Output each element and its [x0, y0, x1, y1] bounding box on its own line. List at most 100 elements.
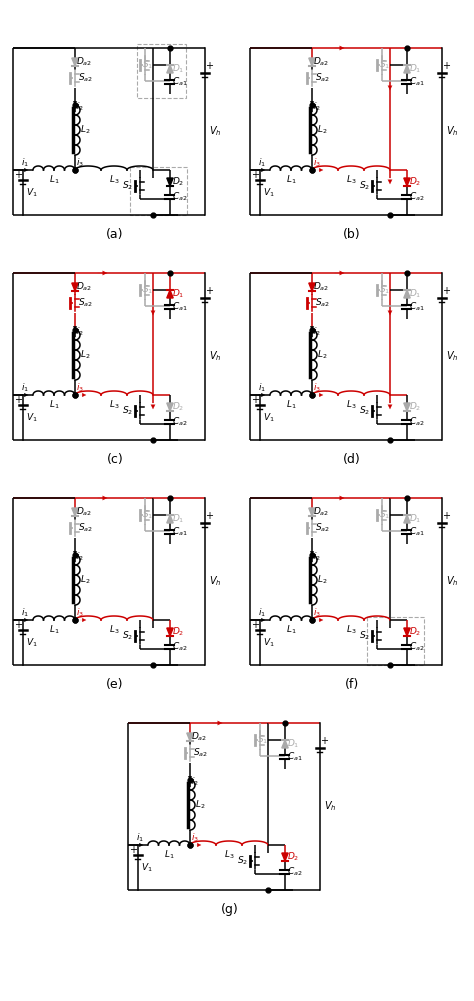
- Text: $D_1$: $D_1$: [409, 63, 421, 75]
- Text: +: +: [251, 170, 259, 180]
- Text: $L_2$: $L_2$: [317, 348, 327, 361]
- Text: $L_2$: $L_2$: [80, 574, 90, 587]
- Text: $S_{a2}$: $S_{a2}$: [315, 296, 329, 309]
- Text: $V_1$: $V_1$: [26, 411, 38, 423]
- Text: $C_{a1}$: $C_{a1}$: [409, 76, 425, 88]
- Text: $C_{a1}$: $C_{a1}$: [172, 526, 188, 539]
- Text: $L_1$: $L_1$: [49, 174, 59, 186]
- Text: $V_h$: $V_h$: [209, 575, 221, 588]
- Text: $i_3$: $i_3$: [313, 607, 321, 620]
- Text: (f): (f): [345, 678, 359, 691]
- Text: $D_{a2}$: $D_{a2}$: [76, 280, 92, 293]
- Text: $L_2$: $L_2$: [80, 348, 90, 361]
- Text: $L_3$: $L_3$: [109, 624, 119, 637]
- Text: +: +: [251, 395, 259, 405]
- Text: $L_2$: $L_2$: [317, 574, 327, 587]
- Polygon shape: [72, 58, 78, 66]
- Text: $S_{a2}$: $S_{a2}$: [315, 522, 329, 535]
- Text: $i_3$: $i_3$: [76, 157, 84, 169]
- Text: $C_{a2}$: $C_{a2}$: [409, 415, 425, 428]
- Text: $V_h$: $V_h$: [324, 799, 336, 813]
- Text: $S_1$: $S_1$: [379, 509, 391, 522]
- Text: +: +: [442, 286, 450, 296]
- Text: $S_2$: $S_2$: [122, 180, 133, 192]
- Text: $S_1$: $S_1$: [142, 509, 154, 522]
- Text: $D_2$: $D_2$: [172, 626, 184, 639]
- Text: $i_2$: $i_2$: [313, 325, 321, 338]
- Text: $L_3$: $L_3$: [346, 624, 356, 637]
- Text: $L_2$: $L_2$: [80, 124, 90, 136]
- Text: (c): (c): [107, 453, 123, 466]
- Text: $L_1$: $L_1$: [49, 398, 59, 411]
- Text: $i_1$: $i_1$: [258, 607, 266, 620]
- Polygon shape: [167, 290, 173, 298]
- Text: $L_3$: $L_3$: [346, 174, 356, 186]
- Text: $i_1$: $i_1$: [21, 157, 29, 169]
- Text: $S_2$: $S_2$: [359, 630, 370, 643]
- Text: $L_3$: $L_3$: [224, 849, 234, 861]
- Text: $L_2$: $L_2$: [317, 124, 327, 136]
- Text: +: +: [129, 845, 137, 855]
- Text: $D_2$: $D_2$: [409, 176, 421, 188]
- Text: $S_{a2}$: $S_{a2}$: [192, 747, 208, 759]
- Text: $V_h$: $V_h$: [446, 349, 458, 363]
- Text: $i_1$: $i_1$: [136, 832, 144, 844]
- Text: (a): (a): [106, 228, 124, 241]
- Text: $i_3$: $i_3$: [76, 381, 84, 394]
- Text: $D_1$: $D_1$: [287, 738, 299, 751]
- Text: $V_h$: $V_h$: [446, 575, 458, 588]
- Text: $L_1$: $L_1$: [49, 624, 59, 637]
- Text: +: +: [205, 61, 213, 71]
- Text: +: +: [442, 511, 450, 521]
- Text: $S_1$: $S_1$: [379, 59, 391, 71]
- Text: +: +: [251, 620, 259, 630]
- Text: $L_1$: $L_1$: [164, 849, 174, 861]
- Polygon shape: [309, 508, 315, 516]
- Text: $i_1$: $i_1$: [21, 381, 29, 394]
- Text: $C_{a2}$: $C_{a2}$: [409, 641, 425, 654]
- Polygon shape: [309, 283, 315, 291]
- Text: +: +: [320, 736, 328, 746]
- Text: $i_3$: $i_3$: [76, 607, 84, 620]
- Polygon shape: [404, 178, 410, 186]
- Text: $C_{a2}$: $C_{a2}$: [172, 191, 188, 203]
- Text: +: +: [14, 170, 22, 180]
- Polygon shape: [167, 515, 173, 523]
- Text: $S_{a2}$: $S_{a2}$: [78, 296, 92, 309]
- Polygon shape: [404, 628, 410, 636]
- Text: $S_2$: $S_2$: [122, 404, 133, 417]
- Polygon shape: [282, 740, 288, 748]
- Text: $C_{a1}$: $C_{a1}$: [172, 300, 188, 313]
- Text: $i_3$: $i_3$: [191, 832, 199, 844]
- Text: $L_1$: $L_1$: [286, 174, 296, 186]
- Text: $i_2$: $i_2$: [313, 551, 321, 564]
- Text: $D_{a2}$: $D_{a2}$: [76, 56, 92, 68]
- Text: $V_1$: $V_1$: [26, 186, 38, 199]
- Text: $V_h$: $V_h$: [446, 124, 458, 138]
- Text: $S_1$: $S_1$: [142, 283, 154, 296]
- Text: $L_1$: $L_1$: [286, 624, 296, 637]
- Text: (g): (g): [221, 903, 239, 916]
- Text: $S_2$: $S_2$: [122, 630, 133, 643]
- Text: $C_{a1}$: $C_{a1}$: [409, 526, 425, 539]
- Text: $i_2$: $i_2$: [76, 551, 84, 564]
- Text: $C_{a2}$: $C_{a2}$: [287, 866, 303, 878]
- Text: $D_{a2}$: $D_{a2}$: [191, 731, 207, 744]
- Text: $D_2$: $D_2$: [287, 851, 299, 863]
- Text: $i_3$: $i_3$: [313, 381, 321, 394]
- Polygon shape: [404, 515, 410, 523]
- Text: (e): (e): [106, 678, 124, 691]
- Text: $C_{a1}$: $C_{a1}$: [287, 751, 303, 763]
- Text: $V_1$: $V_1$: [263, 411, 275, 423]
- Text: $i_2$: $i_2$: [191, 776, 199, 788]
- Text: $S_1$: $S_1$: [379, 283, 391, 296]
- Text: $D_2$: $D_2$: [409, 400, 421, 413]
- Text: $S_1$: $S_1$: [142, 59, 154, 71]
- Text: $S_1$: $S_1$: [257, 734, 269, 747]
- Polygon shape: [309, 58, 315, 66]
- Polygon shape: [167, 65, 173, 73]
- Polygon shape: [167, 178, 173, 186]
- Text: $i_2$: $i_2$: [313, 101, 321, 113]
- Polygon shape: [404, 290, 410, 298]
- Text: $D_1$: $D_1$: [172, 287, 184, 300]
